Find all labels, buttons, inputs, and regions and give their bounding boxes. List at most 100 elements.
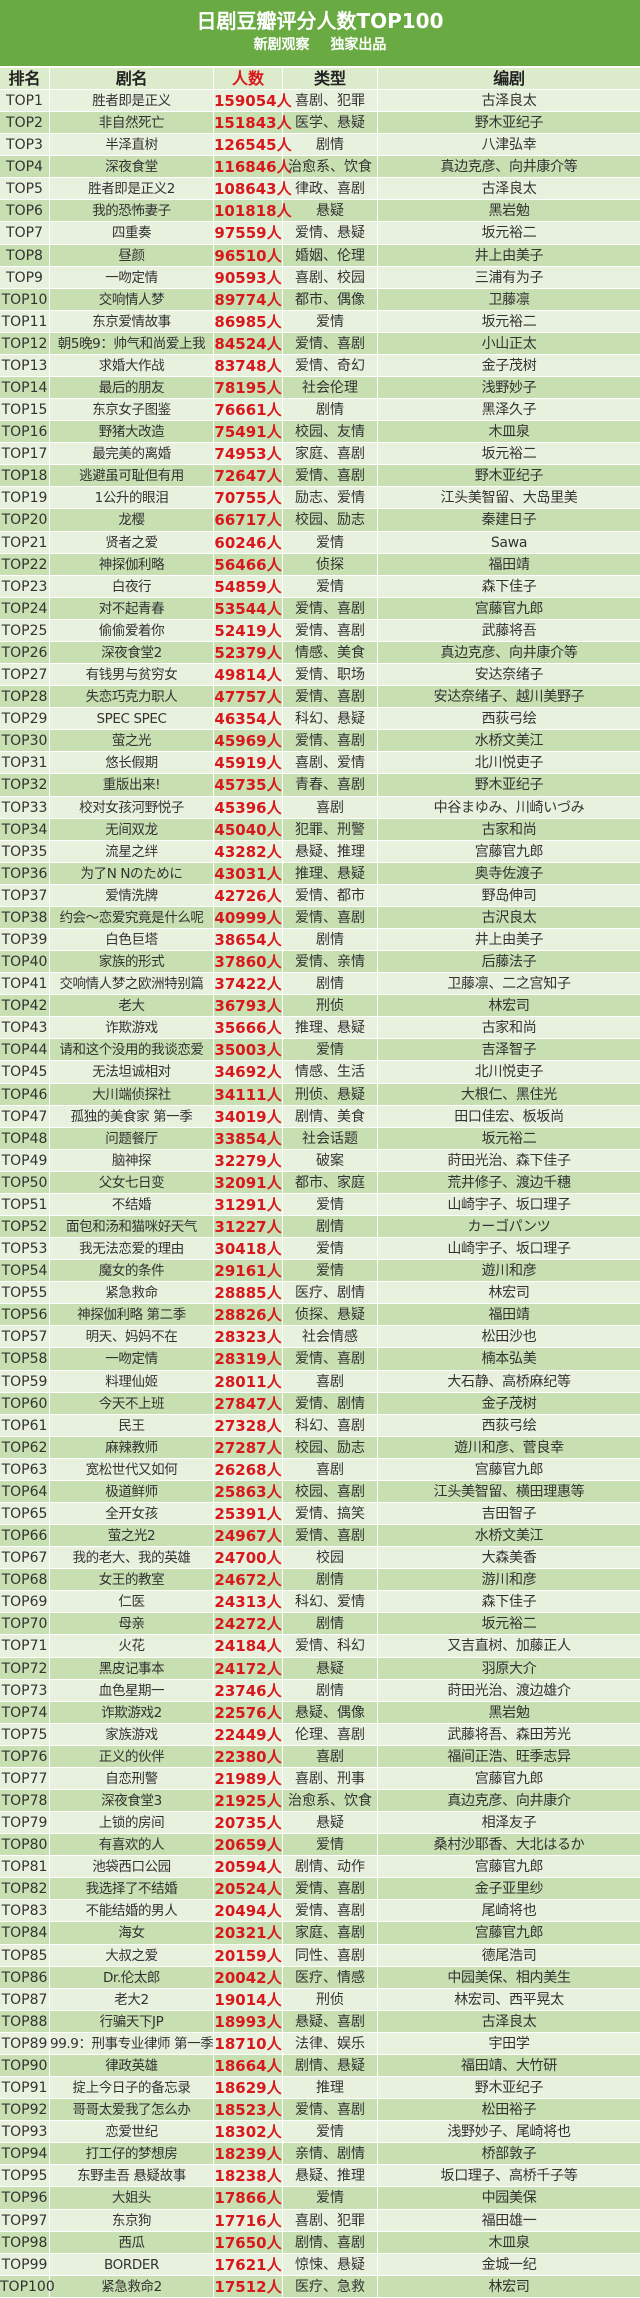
count-cell: 34111人	[214, 1083, 283, 1105]
genre-cell: 爱情	[283, 2121, 378, 2143]
count-cell: 18523人	[214, 2099, 283, 2121]
genre-cell: 喜剧	[283, 1458, 378, 1480]
genre-cell: 悬疑、偶像	[283, 1701, 378, 1723]
table-row: TOP19 1公升的眼泪 70755人 励志、爱情 江头美智留、大岛里美	[0, 487, 640, 510]
rank-cell: TOP26	[0, 641, 50, 664]
title-cell: 问题餐厅	[50, 1127, 214, 1149]
genre-cell: 爱情	[283, 575, 378, 597]
writer-cell: 金城一纪	[481, 2256, 537, 2273]
table-row: TOP9 一吻定情 90593人 喜剧、校园 三浦有为子	[0, 266, 640, 289]
count-cell: 24172人	[214, 1657, 283, 1679]
rank-cell: TOP68	[0, 1569, 50, 1591]
rank-cell: TOP18	[0, 465, 50, 487]
count-cell: 20524人	[214, 1878, 283, 1900]
title-cell: 东京狗	[50, 2209, 214, 2231]
title-cell: 野猪大改造	[50, 421, 214, 443]
writer-cell: 宫藤官九郎	[474, 1925, 544, 1942]
rank-cell: TOP67	[0, 1547, 50, 1569]
title-cell: 偷偷爱着你	[50, 619, 214, 641]
table-row: TOP100 紧急救命2 17512人 医疗、急救 林宏司	[0, 2275, 640, 2298]
count-cell: 45735人	[214, 774, 283, 796]
genre-cell: 情感、美食	[283, 641, 378, 664]
count-cell: 83748人	[214, 354, 283, 377]
rank-cell: TOP56	[0, 1304, 50, 1326]
table-row: TOP23 白夜行 54859人 爱情 森下佳子	[0, 575, 640, 598]
writer-cell: 安达奈绪子	[474, 667, 544, 684]
rank-cell: TOP82	[0, 1878, 50, 1900]
writer-cell: 古泽良太	[481, 2013, 537, 2030]
genre-cell: 爱情、职场	[283, 664, 378, 686]
table-row: TOP99 BORDER 17621人 惊悚、悬疑 金城一纪	[0, 2253, 640, 2276]
writer-cell: 福田靖、大竹研	[461, 2057, 557, 2074]
title-cell: 龙樱	[50, 509, 214, 531]
title-cell: 掟上今日子的备忘录	[50, 2077, 214, 2099]
rank-cell: TOP97	[0, 2209, 50, 2231]
title-cell: 自恋刑警	[50, 1767, 214, 1790]
count-cell: 66717人	[214, 509, 283, 531]
table-row: TOP25 偷偷爱着你 52419人 爱情、喜剧 武藤将吾	[0, 619, 640, 642]
table-row: TOP26 深夜食堂2 52379人 情感、美食 真边克彦、向井康介等	[0, 641, 640, 665]
genre-cell: 法律、娱乐	[283, 2032, 378, 2054]
writer-cell: 荒井修子、渡边千穗	[447, 1174, 571, 1191]
table-row: TOP84 海女 20321人 家庭、喜剧 宫藤官九郎	[0, 1922, 640, 1945]
title-cell: 大川端侦探社	[50, 1083, 214, 1105]
title-cell: 血色星期一	[50, 1679, 214, 1701]
title-cell: 女王的教室	[50, 1569, 214, 1591]
title-cell: 约会～恋爱究竟是什么呢	[50, 906, 214, 928]
table-row: TOP32 重版出来! 45735人 青春、喜剧 野木亚纪子	[0, 774, 640, 797]
table-row: TOP20 龙樱 66717人 校园、励志 秦建日子	[0, 509, 640, 532]
genre-cell: 剧情	[283, 134, 378, 156]
rank-cell: TOP39	[0, 928, 50, 951]
count-cell: 46354人	[214, 708, 283, 730]
title-cell: 恋爱世纪	[50, 2121, 214, 2143]
writer-cell: 相泽友子	[481, 1815, 537, 1832]
title-cell: 为了N Nのために	[50, 862, 214, 884]
title-cell: 深夜食堂2	[50, 641, 214, 664]
title-cell: BORDER	[50, 2253, 214, 2275]
rank-cell: TOP91	[0, 2077, 50, 2099]
rank-cell: TOP54	[0, 1260, 50, 1282]
writer-cell: 福田雄一	[481, 2212, 537, 2229]
table-row: TOP72 黑皮记事本 24172人 悬疑 羽原大介	[0, 1657, 640, 1680]
title-cell: 有喜欢的人	[50, 1834, 214, 1856]
genre-cell: 婚姻、伦理	[283, 244, 378, 266]
rank-cell: TOP93	[0, 2121, 50, 2143]
count-cell: 17650人	[214, 2231, 283, 2253]
genre-cell: 校园、喜剧	[283, 1480, 378, 1502]
genre-cell: 爱情、剧情	[283, 1392, 378, 1414]
genre-cell: 推理	[283, 2077, 378, 2099]
title-cell: 律政英雄	[50, 2054, 214, 2077]
table-row: TOP82 我选择了不结婚 20524人 爱情、喜剧 金子亚里纱	[0, 1878, 640, 1901]
rank-cell: TOP96	[0, 2187, 50, 2209]
genre-cell: 爱情、喜剧	[283, 332, 378, 354]
table-row: TOP47 孤独的美食家 第一季 34019人 剧情、美食 田口佳宏、板坂尚	[0, 1105, 640, 1128]
count-cell: 17512人	[214, 2275, 283, 2297]
rank-cell: TOP16	[0, 421, 50, 443]
title-cell: 萤之光2	[50, 1525, 214, 1547]
count-cell: 35003人	[214, 1039, 283, 1061]
table-row: TOP10 交响情人梦 89774人 都市、偶像 卫藤凛	[0, 288, 640, 311]
table-row: TOP41 交响情人梦之欧洲特别篇 37422人 剧情 卫藤凛、二之宫知子	[0, 973, 640, 996]
title-cell: 麻辣教师	[50, 1436, 214, 1458]
count-cell: 37860人	[214, 951, 283, 973]
table-row: TOP33 校对女孩河野悦子 45396人 喜剧 中谷まゆみ、川崎いづみ	[0, 796, 640, 819]
genre-cell: 励志、爱情	[283, 487, 378, 509]
table-row: TOP40 家族的形式 37860人 爱情、亲情 后藤法子	[0, 951, 640, 974]
count-cell: 31227人	[214, 1215, 283, 1238]
writer-cell: 宫藤官九郎	[474, 843, 544, 860]
table-row: TOP22 神探伽利略 56466人 侦探 福田靖	[0, 553, 640, 576]
rank-cell: TOP55	[0, 1282, 50, 1304]
genre-cell: 医疗、情感	[283, 1966, 378, 1988]
title-cell: 失恋巧克力职人	[50, 686, 214, 708]
writer-cell: 安达奈绪子、越川美野子	[433, 689, 585, 706]
table-row: TOP67 我的老大、我的英雄 24700人 校园 大森美香	[0, 1547, 640, 1570]
writer-cell: 三浦有为子	[474, 269, 544, 286]
count-cell: 90593人	[214, 266, 283, 288]
writer-cell: カーゴパンツ	[467, 1218, 551, 1235]
table-row: TOP8 昼颜 96510人 婚姻、伦理 井上由美子	[0, 244, 640, 267]
table-row: TOP95 东野圭吾 悬疑故事 18238人 悬疑、推理 坂口理子、高桥千子等	[0, 2165, 640, 2188]
writer-cell: 真边克彦、向井康介等	[440, 159, 578, 176]
title-cell: 半泽直树	[50, 134, 214, 156]
table-row: TOP31 悠长假期 45919人 喜剧、爱情 北川悦吏子	[0, 752, 640, 775]
genre-cell: 医疗、急救	[283, 2275, 378, 2297]
